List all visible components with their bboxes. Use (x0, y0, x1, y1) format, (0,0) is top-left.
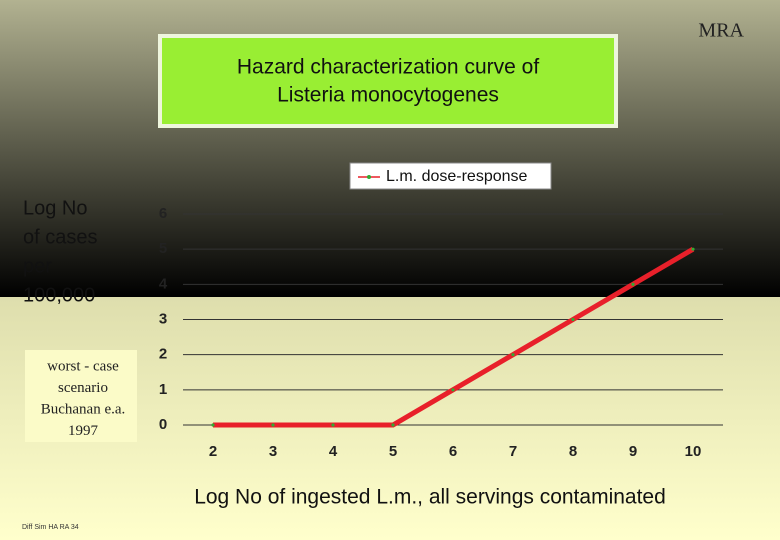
y-axis-label: of cases (23, 226, 97, 248)
title-box (158, 34, 618, 128)
x-tick-label: 4 (329, 443, 338, 460)
x-axis-label: Log No of ingested L.m., all servings co… (194, 486, 666, 509)
x-tick-label: 6 (449, 443, 457, 460)
chart-title: Listeria monocytogenes (277, 84, 499, 107)
y-tick-label: 3 (159, 310, 167, 327)
note-box (25, 350, 137, 442)
data-point (331, 423, 335, 427)
x-tick-label: 8 (569, 443, 577, 460)
note: 1997 (68, 423, 99, 439)
chart-title: Hazard characterization curve of (237, 56, 539, 79)
data-point (451, 388, 455, 392)
x-tick-label: 2 (209, 443, 217, 460)
slide-tag: MRA (698, 20, 744, 42)
y-axis-label: per (23, 255, 52, 277)
y-tick-label: 5 (159, 240, 167, 257)
y-tick-label: 0 (159, 416, 167, 433)
legend-label: L.m. dose-response (386, 168, 528, 185)
x-tick-label: 7 (509, 443, 517, 460)
x-tick-label: 3 (269, 443, 277, 460)
note: Buchanan e.a. (41, 401, 126, 417)
y-tick-label: 2 (159, 346, 167, 363)
legend-box (349, 162, 552, 190)
data-point (631, 282, 635, 286)
y-axis-label: 100,000 (23, 284, 95, 306)
x-tick-label: 10 (685, 443, 702, 460)
footer: Diff Sim HA RA 34 (22, 524, 79, 531)
y-tick-label: 4 (159, 275, 168, 292)
data-point (571, 317, 575, 322)
legend-marker (367, 175, 371, 179)
data-point (691, 247, 695, 251)
note: scenario (58, 380, 108, 396)
data-point (271, 423, 275, 427)
y-axis-label: Log No (23, 197, 88, 219)
y-tick-label: 1 (159, 381, 167, 398)
data-point (511, 353, 515, 357)
x-tick-label: 9 (629, 443, 637, 460)
data-point (211, 423, 215, 427)
data-point (391, 423, 395, 427)
note: worst - case (47, 358, 119, 374)
x-tick-label: 5 (389, 443, 397, 460)
y-tick-label: 6 (159, 205, 167, 222)
